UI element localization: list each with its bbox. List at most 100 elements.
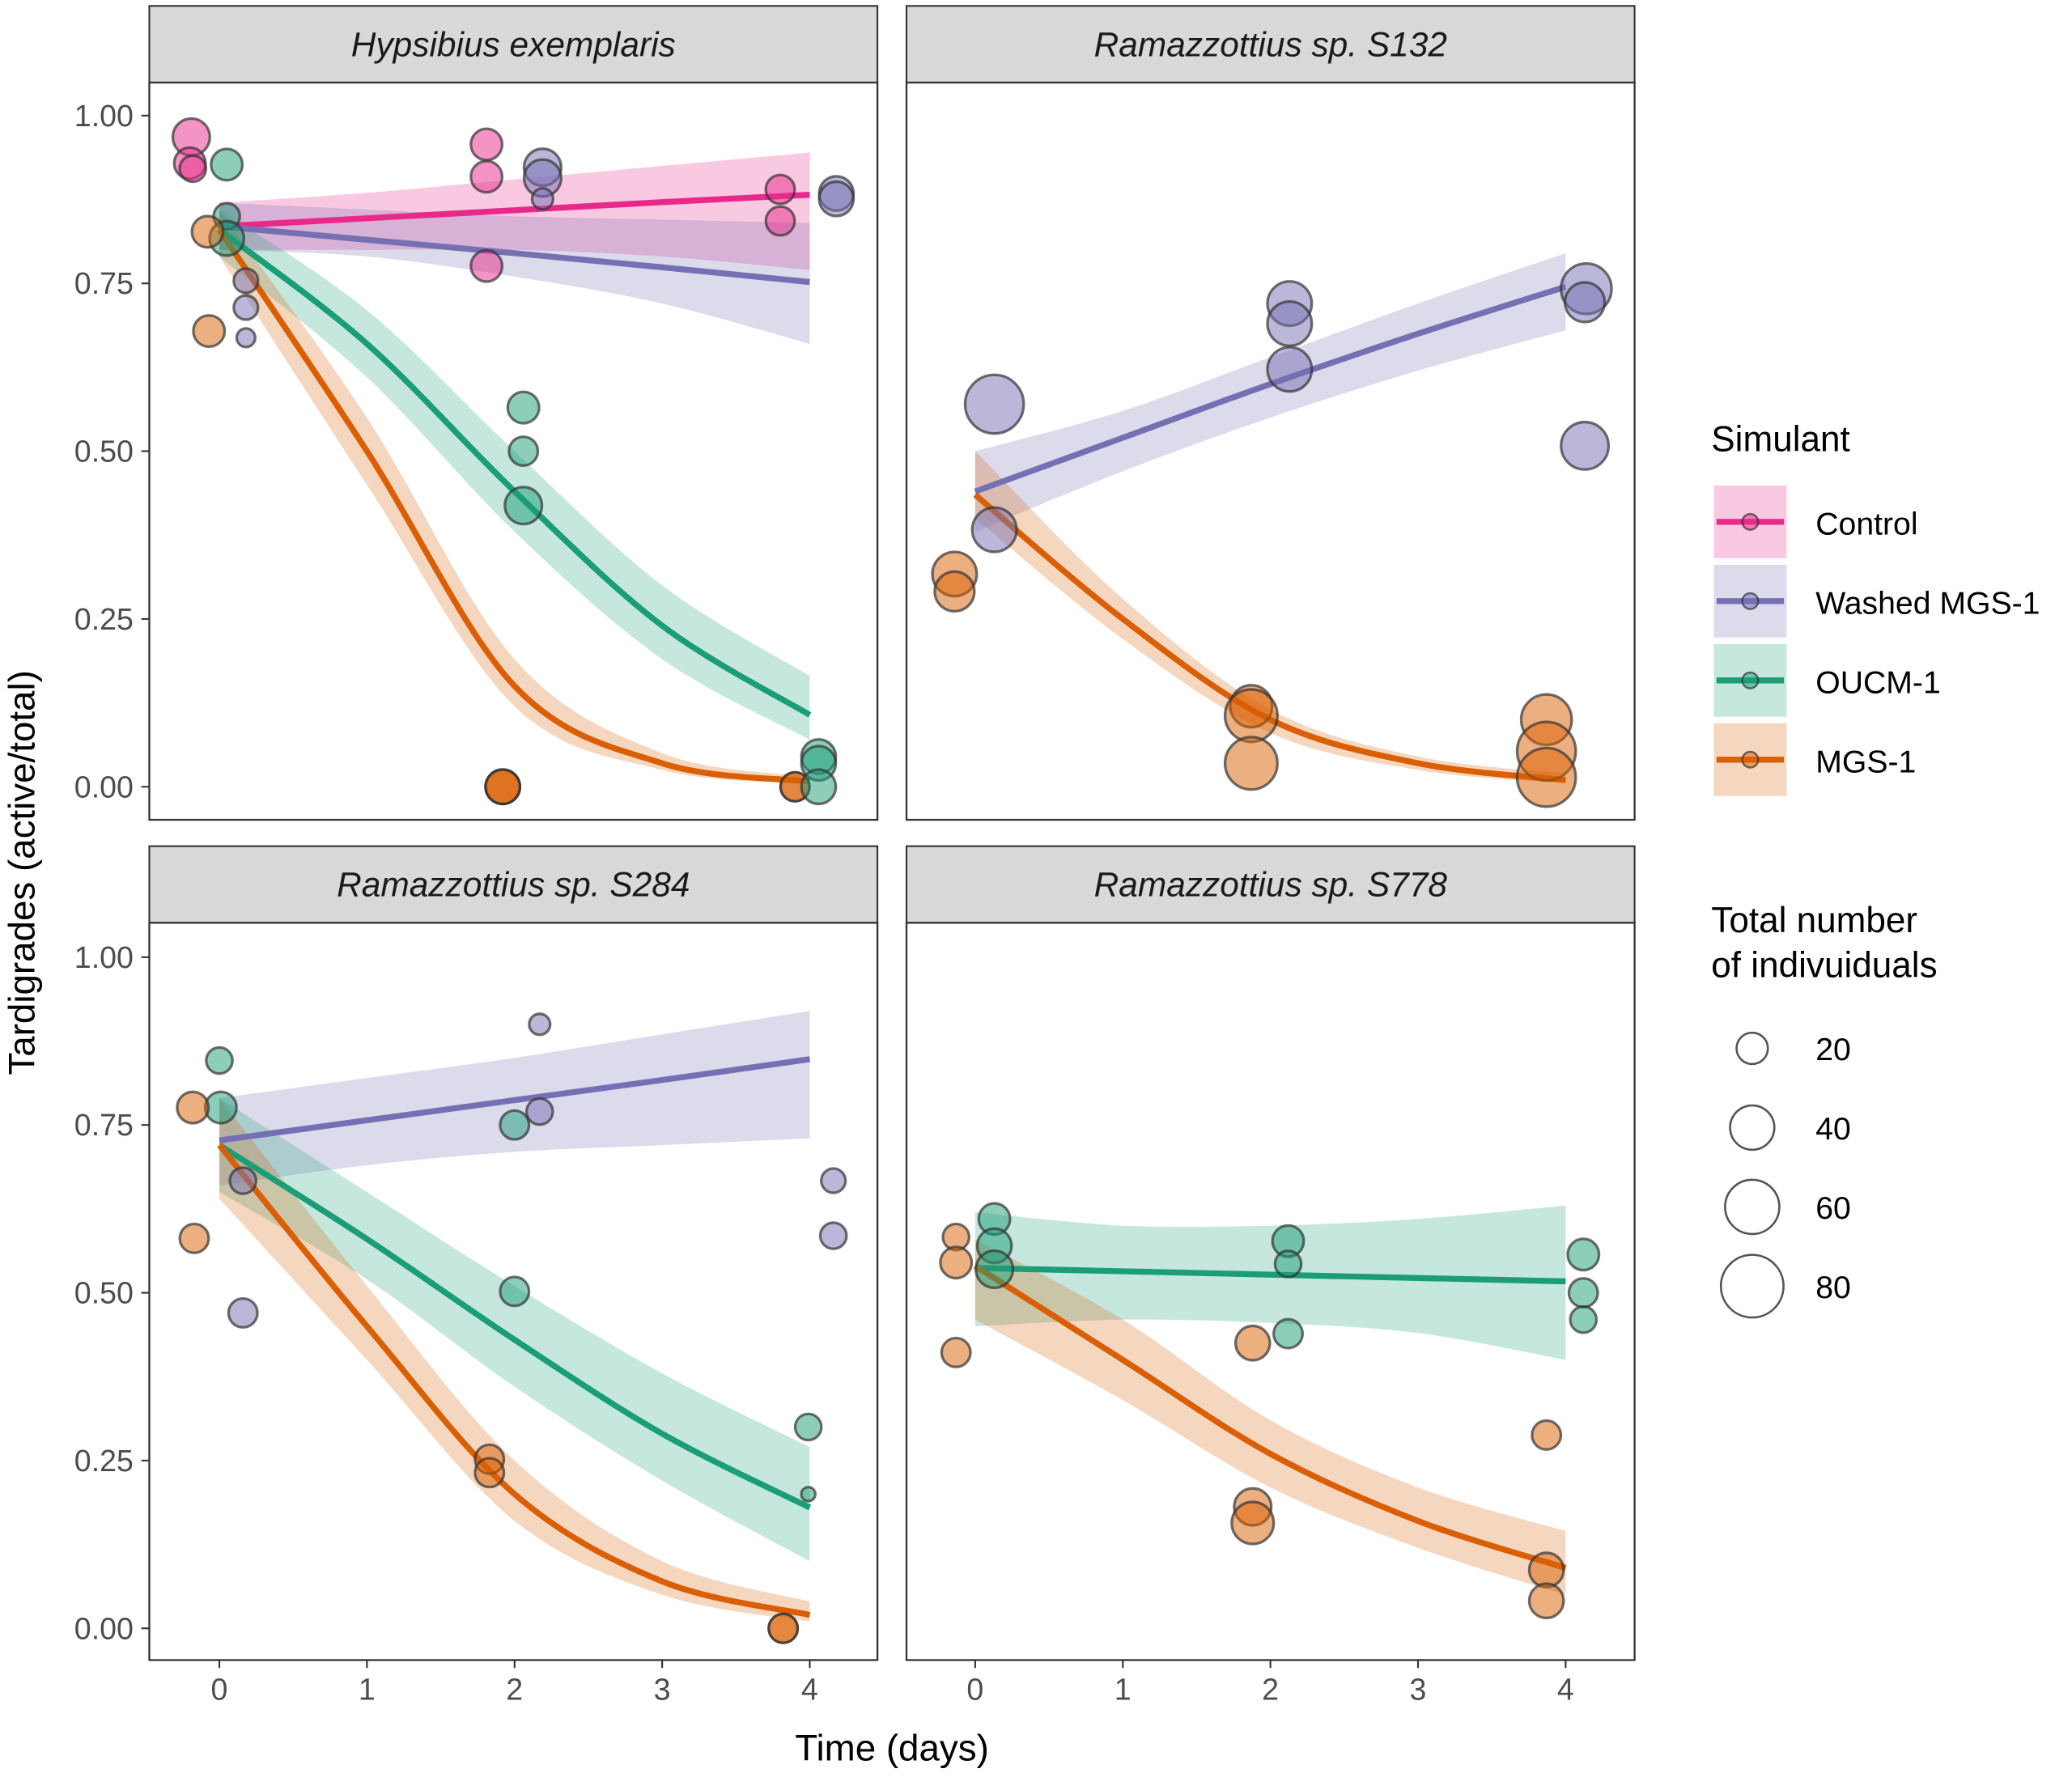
facet-strip [148,5,879,84]
data-point-mgs-1 [1223,688,1279,744]
data-point-washed-mgs-1 [228,1166,258,1195]
legend-size-label: 80 [1815,1270,1851,1305]
data-point-washed-mgs-1 [227,1296,259,1329]
legend-key-mgs-1: MGS-1 [1713,723,1916,796]
data-point-mgs-1 [178,1222,210,1254]
data-point-mgs-1 [484,768,521,806]
legend-point-swatch [1741,512,1760,531]
data-point-mgs-1 [1527,1582,1565,1620]
facet-title: Hypsibius exemplaris [351,25,676,63]
data-point-washed-mgs-1 [235,327,257,349]
x-tick-label: 3 [1410,1672,1427,1706]
data-point-washed-mgs-1 [1560,420,1611,471]
data-point-oucm-1 [793,1412,823,1442]
x-tick-label: 1 [1115,1672,1132,1706]
facet-title: Ramazzottius sp. S778 [1094,866,1448,904]
confidence-band-mgs-1 [219,209,810,784]
data-point-control [469,127,504,162]
data-point-mgs-1 [190,214,225,249]
y-tick-label: 0.00 [74,770,134,804]
data-point-control [469,248,504,283]
data-point-mgs-1 [767,1612,800,1644]
facet-title: Ramazzottius sp. S132 [1094,25,1447,63]
plot-area [176,1011,848,1644]
data-point-oucm-1 [506,390,541,425]
legend-size-label: 40 [1815,1112,1851,1147]
legend-title-simulant: Simulant [1711,420,1850,460]
x-tick-label: 1 [359,1672,376,1706]
data-point-oucm-1 [507,435,540,468]
confidence-band-mgs-1 [219,1098,810,1622]
panel-ramazzottius-sp-s284: Ramazzottius sp. S284 0.00 0.25 0.50 0.75 1.0… [74,845,879,1706]
legend-title-size: of indivuiduals [1711,945,1937,985]
data-point-oucm-1 [1566,1237,1601,1272]
data-point-washed-mgs-1 [1563,281,1607,324]
legend: Simulant Control Washed MGS-1 OUCM-1 MGS-1 To… [1711,420,2040,1319]
data-point-washed-mgs-1 [530,187,555,211]
data-point-washed-mgs-1 [820,1167,847,1194]
fit-line-oucm-1 [974,1265,1566,1285]
panel-border [905,81,1636,821]
data-point-mgs-1 [1531,1419,1563,1451]
data-point-oucm-1 [1569,1304,1599,1334]
fit-line-washed-mgs-1 [219,223,810,286]
legend-key-oucm-1: OUCM-1 [1713,643,1941,717]
data-point-control [764,173,796,206]
fit-line-mgs-1 [216,227,810,785]
fit-line-mgs-1 [973,1263,1567,1572]
legend-key-control: Control [1713,485,1918,558]
x-tick-label: 2 [506,1672,523,1706]
x-tick-label: 2 [1262,1672,1279,1706]
data-point-oucm-1 [800,1486,817,1503]
data-point-oucm-1 [1273,1249,1303,1279]
data-point-control [764,205,796,237]
confidence-band-oucm-1 [974,1205,1566,1360]
plot-area [931,252,1613,808]
fit-line-washed-mgs-1 [219,1056,811,1143]
legend-size-circle [1735,1031,1769,1066]
x-tick-label: 0 [966,1672,983,1706]
data-point-oucm-1 [1272,1317,1304,1350]
legend-label: Washed MGS-1 [1815,586,2040,621]
data-point-oucm-1 [974,1249,1015,1290]
legend-title-size: Total number [1711,901,1917,940]
data-point-mgs-1 [933,570,976,613]
data-point-washed-mgs-1 [1266,299,1314,347]
data-point-control [178,154,208,184]
y-tick-label: 0.50 [74,1276,134,1310]
panel-ramazzottius-sp-s778: Ramazzottius sp. S778 0 1 2 3 4 [905,845,1636,1706]
legend-label: OUCM-1 [1815,665,1941,700]
y-tick-label: 0.75 [74,1108,134,1142]
fit-line-oucm-1 [218,1142,812,1511]
y-tick-label: 0.50 [74,435,134,469]
legend-size-circle [1729,1104,1776,1152]
data-point-oucm-1 [800,768,838,806]
data-point-oucm-1 [1567,1277,1599,1309]
legend-size-circle [1719,1253,1785,1319]
x-tick-label: 4 [801,1672,818,1706]
data-point-mgs-1 [1230,1500,1276,1546]
data-point-washed-mgs-1 [963,373,1025,435]
data-point-control [469,159,504,194]
data-point-mgs-1 [176,1090,210,1125]
data-point-mgs-1 [940,1336,972,1368]
confidence-band-oucm-1 [219,1098,810,1562]
legend-size-circle [1724,1178,1781,1236]
facet-strip [148,845,879,924]
data-point-mgs-1 [1223,736,1279,791]
legend-key-washed-mgs-1: Washed MGS-1 [1713,564,2040,638]
y-tick-label: 1.00 [74,940,134,974]
panel-ramazzottius-sp-s132: Ramazzottius sp. S132 [905,5,1636,821]
data-point-mgs-1 [939,1245,974,1280]
x-tick-label: 0 [211,1672,228,1706]
facet-strip [905,5,1636,84]
legend-size-label: 20 [1815,1033,1851,1067]
legend-point-swatch [1741,750,1760,769]
panel-border [148,922,879,1661]
y-tick-label: 1.00 [74,99,134,133]
data-point-oucm-1 [205,1046,234,1075]
data-point-oucm-1 [503,486,544,526]
fit-line-washed-mgs-1 [974,283,1567,494]
x-tick-label: 4 [1557,1672,1574,1706]
